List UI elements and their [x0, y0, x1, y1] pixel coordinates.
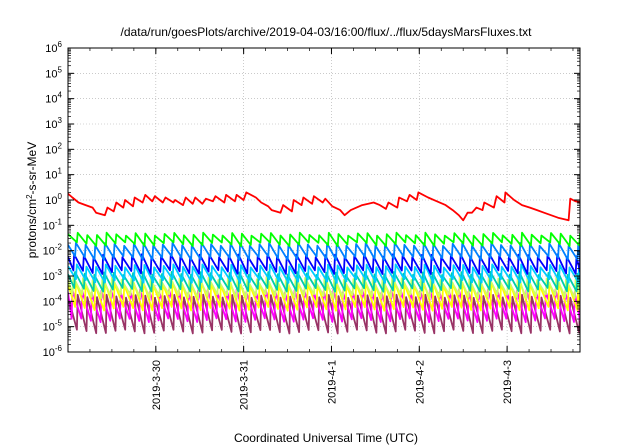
y-tick-label-exponent: -1 — [55, 217, 63, 226]
y-tick-label-base: 10 — [43, 246, 55, 258]
y-tick-label: 10-4 — [43, 293, 63, 308]
y-tick-label: 10-5 — [43, 319, 63, 334]
y-axis-title-rest: -s-sr-MeV — [25, 142, 39, 195]
series-line-8 — [68, 231, 580, 248]
y-tick-label-exponent: 3 — [58, 116, 63, 125]
x-tick-label: 2019-3-31 — [239, 360, 251, 410]
y-tick-label-exponent: -3 — [55, 268, 63, 277]
x-axis-title: Coordinated Universal Time (UTC) — [234, 431, 418, 445]
y-tick-label-base: 10 — [45, 195, 57, 207]
series-line-0 — [68, 293, 580, 335]
series-line-red — [68, 191, 580, 222]
y-axis-title: protons/cm2-s-sr-MeV — [25, 142, 40, 258]
x-tick-label: 2019-4-3 — [502, 360, 514, 404]
y-tick-label: 10-6 — [43, 344, 63, 359]
y-tick-label: 10-3 — [43, 268, 63, 283]
y-tick-label: 106 — [45, 40, 62, 55]
series-line-7 — [68, 241, 580, 261]
y-tick-label-base: 10 — [45, 43, 57, 55]
y-tick-label-base: 10 — [43, 347, 55, 359]
y-tick-label-exponent: -6 — [55, 344, 63, 353]
y-tick-label-base: 10 — [43, 271, 55, 283]
y-axis-title-sup: 2 — [25, 194, 34, 199]
y-tick-label-exponent: -5 — [55, 319, 63, 328]
y-tick-label: 10-2 — [43, 243, 63, 258]
series-line-1 — [68, 288, 580, 324]
y-tick-label-exponent: 6 — [58, 40, 63, 49]
y-tick-label-exponent: -4 — [55, 293, 63, 302]
y-tick-label-exponent: 5 — [58, 65, 63, 74]
y-tick-label-base: 10 — [43, 322, 55, 334]
y-tick-label-exponent: 0 — [58, 192, 63, 201]
y-tick-label: 105 — [45, 65, 62, 80]
y-tick-label-exponent: 1 — [58, 167, 63, 176]
y-tick-label: 10-1 — [43, 217, 63, 232]
y-axis-title-base: protons/cm — [25, 199, 39, 258]
x-tick-label: 2019-4-1 — [326, 360, 338, 404]
y-tick-label-base: 10 — [45, 119, 57, 131]
axes: 10-610-510-410-310-210-11001011021031041… — [43, 40, 580, 410]
x-tick-label: 2019-4-2 — [414, 360, 426, 404]
y-tick-label-base: 10 — [45, 94, 57, 106]
series-line-5 — [68, 263, 580, 284]
y-tick-label: 104 — [45, 91, 62, 106]
y-tick-label: 103 — [45, 116, 62, 131]
y-tick-label-base: 10 — [45, 68, 57, 80]
y-tick-label-base: 10 — [43, 220, 55, 232]
y-tick-label: 100 — [45, 192, 62, 207]
x-tick-label: 2019-3-30 — [151, 360, 163, 410]
y-tick-label-base: 10 — [45, 170, 57, 182]
y-tick-label-exponent: 2 — [58, 141, 63, 150]
y-tick-label-exponent: -2 — [55, 243, 63, 252]
y-tick-label: 102 — [45, 141, 62, 156]
y-tick-label: 101 — [45, 167, 62, 182]
y-tick-label-base: 10 — [45, 144, 57, 156]
y-tick-label-base: 10 — [43, 296, 55, 308]
chart-title: /data/run/goesPlots/archive/2019-04-03/1… — [121, 25, 533, 39]
y-tick-label-exponent: 4 — [58, 91, 63, 100]
series-group — [68, 191, 580, 335]
